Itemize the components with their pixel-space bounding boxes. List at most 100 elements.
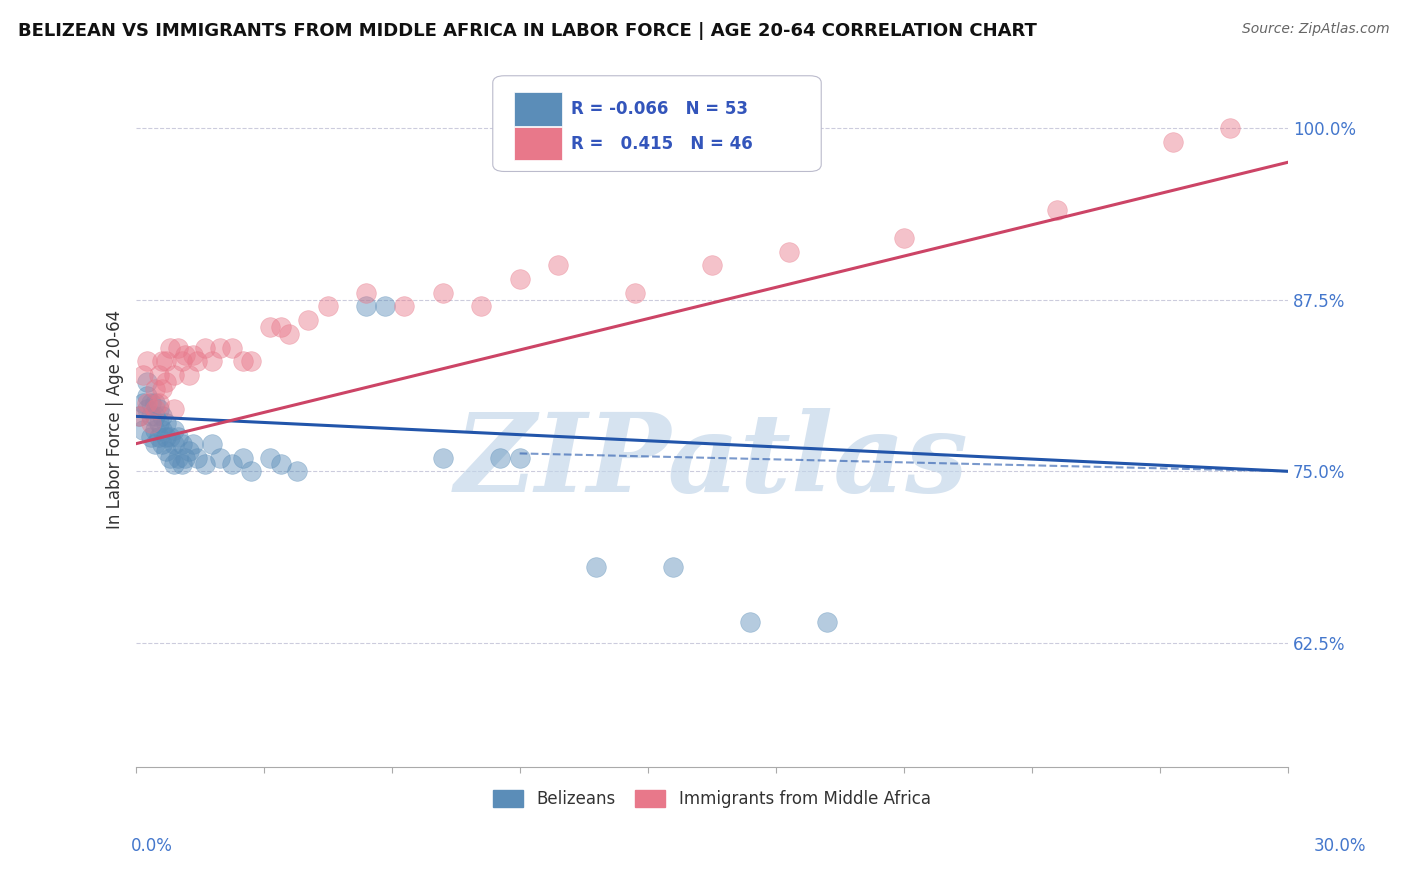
- Point: [143, 395, 166, 409]
- Point: [547, 258, 569, 272]
- Point: [778, 244, 800, 259]
- Point: [136, 402, 159, 417]
- Point: [181, 347, 204, 361]
- Point: [143, 409, 166, 424]
- Point: [181, 437, 204, 451]
- Point: [155, 354, 177, 368]
- Point: [232, 354, 254, 368]
- Point: [170, 458, 193, 472]
- Point: [155, 416, 177, 430]
- Point: [166, 430, 188, 444]
- Point: [208, 450, 231, 465]
- Point: [163, 437, 186, 451]
- Point: [259, 320, 281, 334]
- Point: [221, 458, 243, 472]
- Text: 30.0%: 30.0%: [1315, 837, 1367, 855]
- Point: [132, 395, 155, 409]
- Point: [139, 416, 162, 430]
- Point: [166, 341, 188, 355]
- Point: [148, 430, 170, 444]
- Point: [163, 423, 186, 437]
- Point: [148, 368, 170, 383]
- Point: [136, 395, 159, 409]
- Point: [150, 354, 173, 368]
- Point: [155, 430, 177, 444]
- Point: [509, 450, 531, 465]
- Legend: Belizeans, Immigrants from Middle Africa: Belizeans, Immigrants from Middle Africa: [486, 783, 938, 815]
- Point: [143, 402, 166, 417]
- Point: [1046, 203, 1069, 218]
- Point: [239, 354, 262, 368]
- Point: [489, 450, 512, 465]
- Point: [208, 341, 231, 355]
- Point: [163, 368, 186, 383]
- Point: [150, 437, 173, 451]
- Text: R =   0.415   N = 46: R = 0.415 N = 46: [571, 135, 752, 153]
- Point: [186, 450, 208, 465]
- Point: [432, 450, 454, 465]
- Point: [159, 450, 181, 465]
- Point: [148, 395, 170, 409]
- Point: [470, 300, 492, 314]
- Point: [354, 285, 377, 300]
- Point: [174, 450, 197, 465]
- Point: [270, 458, 292, 472]
- Point: [186, 354, 208, 368]
- Point: [150, 382, 173, 396]
- Point: [700, 258, 723, 272]
- Point: [139, 430, 162, 444]
- Point: [374, 300, 396, 314]
- Point: [132, 368, 155, 383]
- Text: BELIZEAN VS IMMIGRANTS FROM MIDDLE AFRICA IN LABOR FORCE | AGE 20-64 CORRELATION: BELIZEAN VS IMMIGRANTS FROM MIDDLE AFRIC…: [18, 22, 1038, 40]
- Point: [148, 402, 170, 417]
- Point: [354, 300, 377, 314]
- Point: [159, 341, 181, 355]
- Point: [179, 368, 201, 383]
- Text: Source: ZipAtlas.com: Source: ZipAtlas.com: [1241, 22, 1389, 37]
- Point: [155, 443, 177, 458]
- Point: [159, 430, 181, 444]
- FancyBboxPatch shape: [513, 93, 562, 126]
- Point: [148, 416, 170, 430]
- Point: [155, 375, 177, 389]
- Point: [297, 313, 319, 327]
- Point: [662, 560, 685, 574]
- Point: [585, 560, 607, 574]
- Point: [194, 458, 217, 472]
- Text: R = -0.066   N = 53: R = -0.066 N = 53: [571, 100, 748, 118]
- Point: [174, 347, 197, 361]
- Point: [143, 382, 166, 396]
- Text: 0.0%: 0.0%: [131, 837, 173, 855]
- Point: [143, 437, 166, 451]
- Point: [170, 354, 193, 368]
- Point: [815, 615, 838, 630]
- Point: [259, 450, 281, 465]
- Point: [201, 437, 224, 451]
- Point: [232, 450, 254, 465]
- Point: [166, 450, 188, 465]
- Point: [128, 409, 150, 424]
- Point: [139, 395, 162, 409]
- Point: [1219, 120, 1241, 135]
- Point: [432, 285, 454, 300]
- Point: [136, 389, 159, 403]
- Point: [239, 464, 262, 478]
- Point: [624, 285, 647, 300]
- Text: ZIPatlas: ZIPatlas: [454, 408, 969, 516]
- Point: [270, 320, 292, 334]
- Point: [221, 341, 243, 355]
- Point: [128, 409, 150, 424]
- Point: [150, 423, 173, 437]
- Point: [170, 437, 193, 451]
- Point: [136, 354, 159, 368]
- Point: [163, 458, 186, 472]
- Point: [132, 423, 155, 437]
- Point: [194, 341, 217, 355]
- FancyBboxPatch shape: [492, 76, 821, 171]
- Point: [893, 231, 915, 245]
- Point: [201, 354, 224, 368]
- Point: [285, 464, 308, 478]
- Point: [740, 615, 762, 630]
- Point: [316, 300, 339, 314]
- FancyBboxPatch shape: [513, 127, 562, 161]
